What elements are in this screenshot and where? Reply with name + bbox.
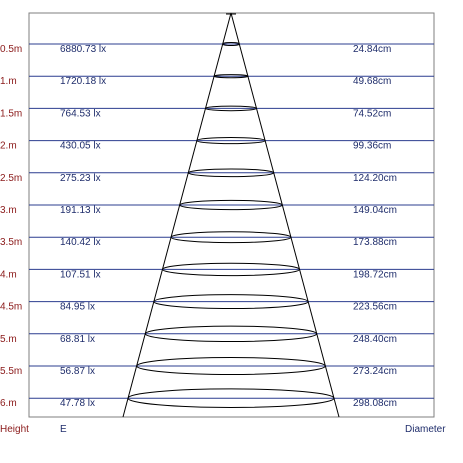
height-label: 1.m <box>0 76 17 87</box>
illuminance-value: 68.81 lx <box>60 334 95 345</box>
diameter-value: 223.56cm <box>353 302 397 313</box>
diameter-value: 74.52cm <box>353 108 391 119</box>
cone-left-edge <box>122 12 232 418</box>
diameter-value: 49.68cm <box>353 76 391 87</box>
diameter-value: 24.84cm <box>353 44 391 55</box>
beam-ellipse <box>170 231 292 244</box>
beam-ellipse <box>196 137 266 145</box>
beam-ellipse <box>187 168 275 178</box>
diameter-value: 298.08cm <box>353 398 397 409</box>
height-label: 0.5m <box>0 44 22 55</box>
cone-right-edge <box>230 12 340 418</box>
height-label: 6.m <box>0 398 17 409</box>
illuminance-value: 191.13 lx <box>60 205 101 216</box>
diameter-value: 173.88cm <box>353 237 397 248</box>
illuminance-value: 6880.73 lx <box>60 44 106 55</box>
beam-ellipse <box>153 294 309 310</box>
footer-height-label: Height <box>0 424 29 435</box>
illuminance-value: 56.87 lx <box>60 366 95 377</box>
height-label: 4.5m <box>0 302 22 313</box>
diameter-value: 198.72cm <box>353 269 397 280</box>
footer-e-label: E <box>60 424 67 435</box>
beam-ellipse <box>213 74 249 79</box>
diameter-value: 124.20cm <box>353 173 397 184</box>
diameter-value: 273.24cm <box>353 366 397 377</box>
illuminance-value: 84.95 lx <box>60 302 95 313</box>
illuminance-value: 764.53 lx <box>60 108 101 119</box>
height-label: 3.5m <box>0 237 22 248</box>
illuminance-value: 140.42 lx <box>60 237 101 248</box>
footer-diameter-label: Diameter <box>405 424 446 435</box>
illuminance-value: 1720.18 lx <box>60 76 106 87</box>
illuminance-value: 107.51 lx <box>60 269 101 280</box>
height-label: 1.5m <box>0 108 22 119</box>
illuminance-value: 275.23 lx <box>60 173 101 184</box>
illuminance-value: 430.05 lx <box>60 141 101 152</box>
height-label: 4.m <box>0 269 17 280</box>
height-label: 2.5m <box>0 173 22 184</box>
height-label: 5.m <box>0 334 17 345</box>
height-label: 2.m <box>0 141 17 152</box>
beam-ellipse <box>179 199 283 211</box>
beam-ellipse <box>222 42 240 46</box>
height-label: 5.5m <box>0 366 22 377</box>
beam-ellipse <box>144 325 318 343</box>
beam-ellipse <box>204 105 258 112</box>
beam-ellipse <box>136 357 326 375</box>
beam-ellipse <box>127 388 335 408</box>
height-label: 3.m <box>0 205 17 216</box>
diameter-value: 99.36cm <box>353 141 391 152</box>
illuminance-value: 47.78 lx <box>60 398 95 409</box>
beam-ellipse <box>161 262 301 277</box>
diameter-value: 248.40cm <box>353 334 397 345</box>
diameter-value: 149.04cm <box>353 205 397 216</box>
